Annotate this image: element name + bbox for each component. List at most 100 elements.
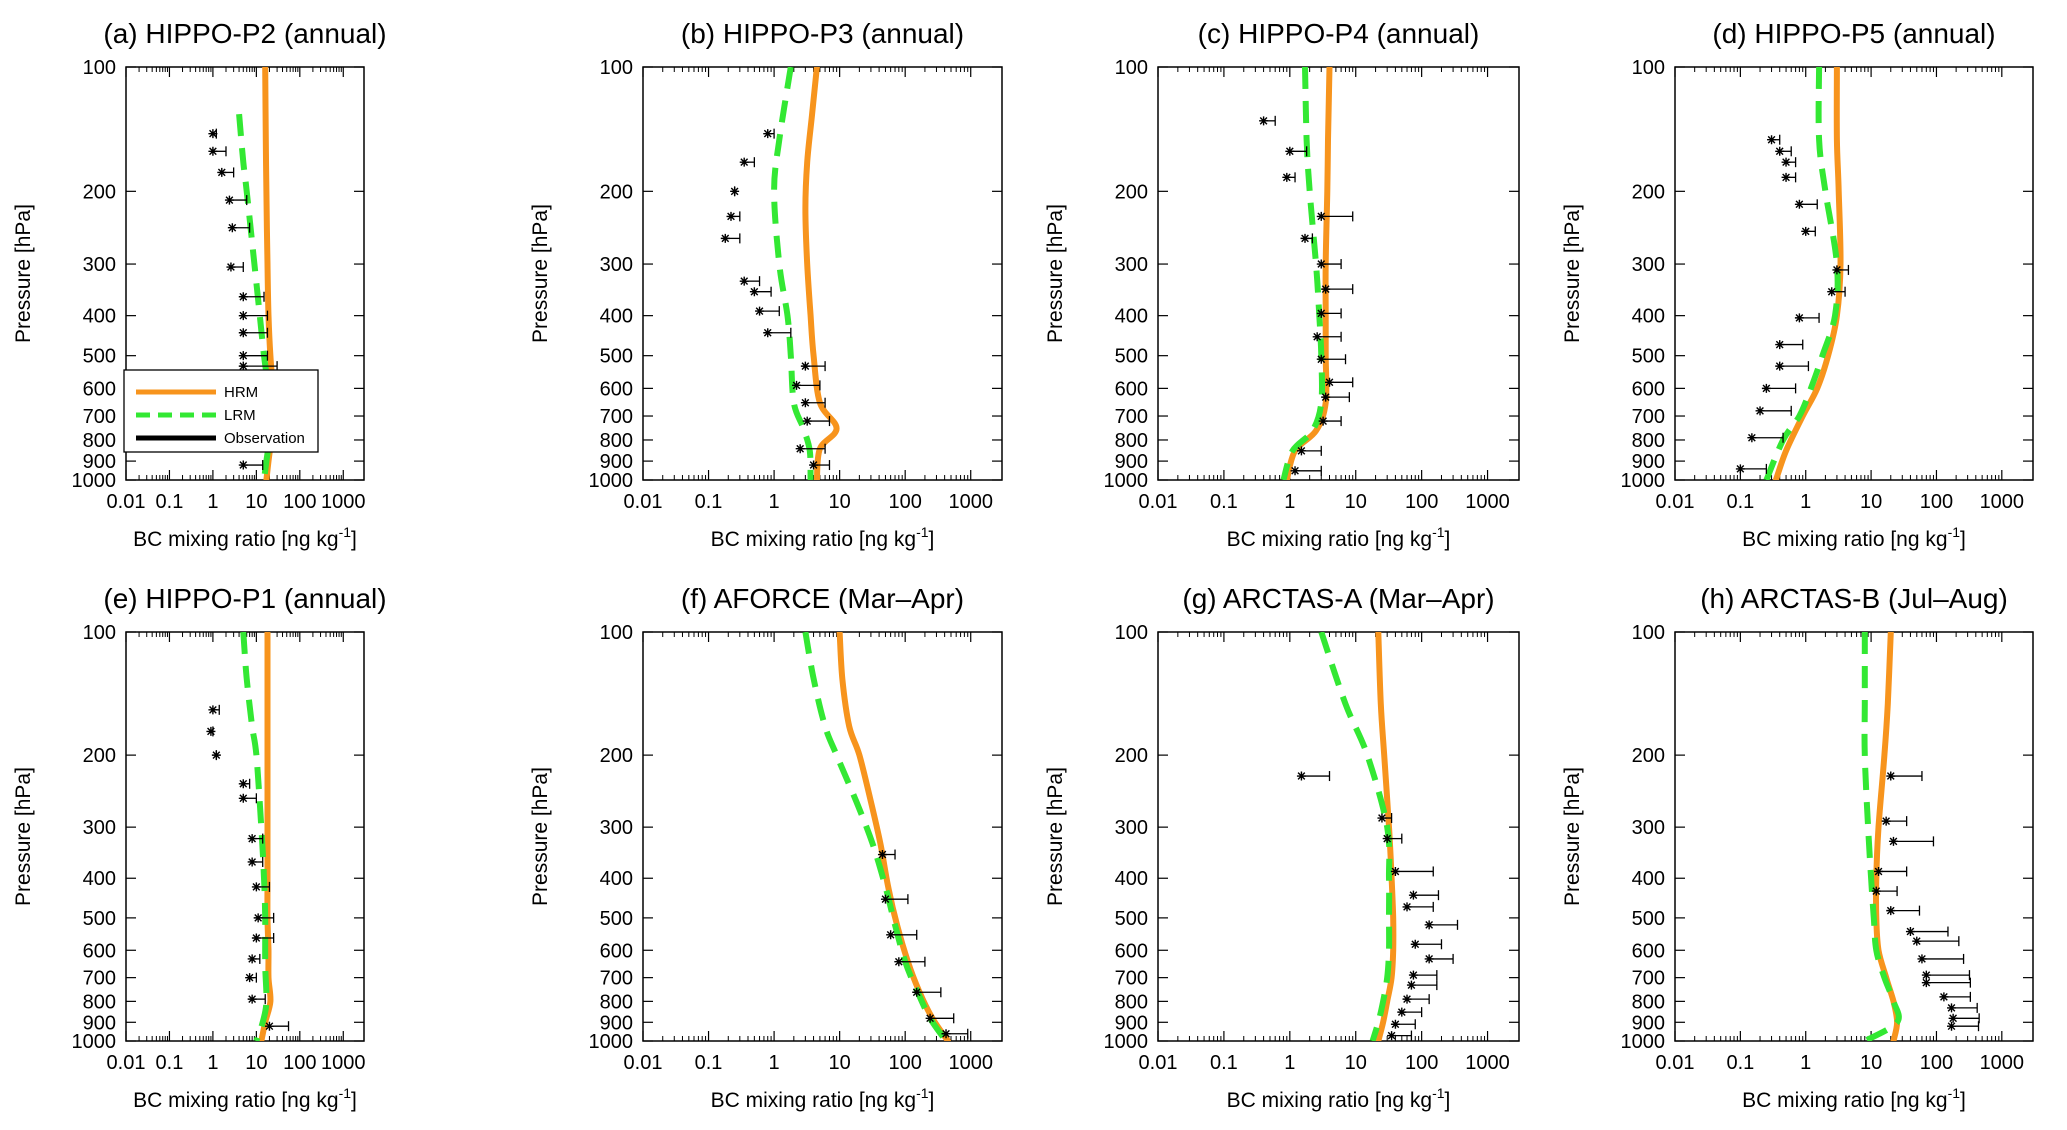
observation-marker <box>238 292 248 302</box>
observation-point <box>1912 936 1960 947</box>
x-tick-label: 0.1 <box>695 1052 723 1074</box>
observation-marker <box>894 957 904 967</box>
x-tick-label: 10 <box>245 1052 267 1074</box>
x-axis-label-sup: -1 <box>339 1085 352 1101</box>
panel-title: (a) HIPPO-P2 (annual) <box>103 18 386 49</box>
observation-marker <box>1775 146 1785 156</box>
observation-marker <box>1377 813 1387 823</box>
observation-marker <box>1390 866 1400 876</box>
observation-point <box>1827 286 1846 297</box>
observation-point <box>1947 1002 1978 1013</box>
data-layer <box>1735 67 1850 480</box>
observation-marker <box>1321 392 1331 402</box>
y-tick-label: 100 <box>600 622 633 644</box>
y-tick-label: 300 <box>600 254 633 276</box>
observation-point <box>730 186 740 197</box>
x-tick-label: 10 <box>829 1052 851 1074</box>
observation-marker <box>251 933 261 943</box>
observation-marker <box>1296 771 1306 781</box>
observation-marker <box>1290 466 1300 476</box>
y-tick-label: 900 <box>83 451 116 473</box>
plot-frame <box>1674 631 2034 1042</box>
x-tick-label: 0.01 <box>1139 491 1178 513</box>
y-tick-label: 800 <box>1632 430 1665 452</box>
y-tick-label: 100 <box>1115 622 1148 644</box>
x-axis-label-end: ] <box>351 1089 357 1112</box>
x-tick-label: 10 <box>1345 491 1367 513</box>
x-tick-label: 100 <box>283 1052 316 1074</box>
observation-marker <box>245 973 255 983</box>
y-tick-label: 900 <box>1632 1012 1665 1034</box>
observation-marker <box>1921 978 1931 988</box>
y-tick-label: 600 <box>1632 378 1665 400</box>
observation-marker <box>206 726 216 736</box>
observation-point <box>1917 953 1965 964</box>
series-lrm-line <box>240 632 270 1041</box>
y-tick-label: 500 <box>83 346 116 368</box>
observation-point <box>238 291 265 302</box>
observation-point <box>880 894 909 905</box>
y-tick-label: 400 <box>1115 306 1148 328</box>
x-tick-label: 1000 <box>321 1052 366 1074</box>
observation-point <box>1767 134 1781 145</box>
observation-marker <box>739 276 749 286</box>
observation-marker <box>247 857 257 867</box>
observation-marker <box>1300 233 1310 243</box>
observation-point <box>238 778 251 789</box>
observation-marker <box>1408 970 1418 980</box>
observation-marker <box>925 1013 935 1023</box>
x-tick-label: 1000 <box>321 491 366 513</box>
observation-marker <box>253 913 263 923</box>
observation-point <box>1282 172 1296 183</box>
x-axis-label-sup: -1 <box>1432 1085 1445 1101</box>
x-axis-label: BC mixing ratio [ng kg-1] <box>1227 1085 1451 1112</box>
x-tick-label: 0.01 <box>107 1052 146 1074</box>
observation-marker <box>720 233 730 243</box>
observation-marker <box>755 306 765 316</box>
x-tick-label: 0.1 <box>156 491 184 513</box>
observation-marker <box>217 167 227 177</box>
observation-point <box>1775 146 1792 157</box>
x-tick-label: 0.01 <box>624 491 663 513</box>
observation-marker <box>800 361 810 371</box>
legend-label-lrm: LRM <box>224 407 256 424</box>
observation-point <box>802 416 831 427</box>
observation-marker <box>1801 226 1811 236</box>
observation-marker <box>1761 383 1771 393</box>
observation-marker <box>1424 954 1434 964</box>
series-hrm-line <box>802 67 840 480</box>
y-tick-label: 1000 <box>72 470 117 492</box>
observation-point <box>238 310 269 321</box>
series-hrm-line <box>1375 632 1397 1041</box>
observation-point <box>739 276 761 287</box>
observation-point <box>1871 886 1898 897</box>
x-axis-label-end: ] <box>929 1089 935 1112</box>
x-axis-label-end: ] <box>1445 528 1451 551</box>
series-lrm-line <box>1280 67 1325 480</box>
observation-marker <box>1382 834 1392 844</box>
y-tick-label: 300 <box>1632 817 1665 839</box>
observation-point <box>1316 308 1342 319</box>
observation-marker <box>912 987 922 997</box>
observation-marker <box>1794 313 1804 323</box>
observation-point <box>1410 939 1443 950</box>
observation-marker <box>1886 906 1896 916</box>
y-axis-label: Pressure [hPa] <box>1561 204 1584 343</box>
observation-point <box>1406 980 1438 991</box>
observation-marker <box>739 157 749 167</box>
y-tick-label: 900 <box>1632 451 1665 473</box>
observation-point <box>720 233 741 244</box>
plot-frame <box>1674 66 2034 481</box>
panel-title: (e) HIPPO-P1 (annual) <box>103 583 386 614</box>
observation-point <box>251 933 275 944</box>
observation-marker <box>1316 211 1326 221</box>
observation-point <box>1402 901 1434 912</box>
y-tick-label: 200 <box>83 181 116 203</box>
x-axis-label-sup: -1 <box>916 1085 929 1101</box>
observation-point <box>1408 970 1438 981</box>
observation-marker <box>211 750 221 760</box>
observation-marker <box>264 1021 274 1031</box>
observation-point <box>1316 354 1347 365</box>
panel-title: (g) ARCTAS-A (Mar–Apr) <box>1182 583 1494 614</box>
observation-marker <box>1318 416 1328 426</box>
